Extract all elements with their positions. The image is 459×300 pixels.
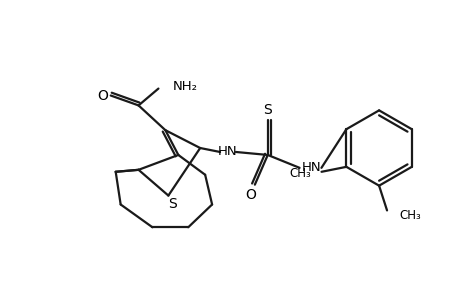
Text: NH₂: NH₂ [172, 80, 197, 93]
Text: S: S [263, 103, 272, 117]
Text: CH₃: CH₃ [398, 209, 420, 222]
Text: CH₃: CH₃ [289, 167, 311, 180]
Text: HN: HN [218, 146, 237, 158]
Text: O: O [97, 88, 108, 103]
Text: HN: HN [301, 161, 321, 174]
Text: O: O [245, 188, 256, 202]
Text: S: S [168, 196, 176, 211]
